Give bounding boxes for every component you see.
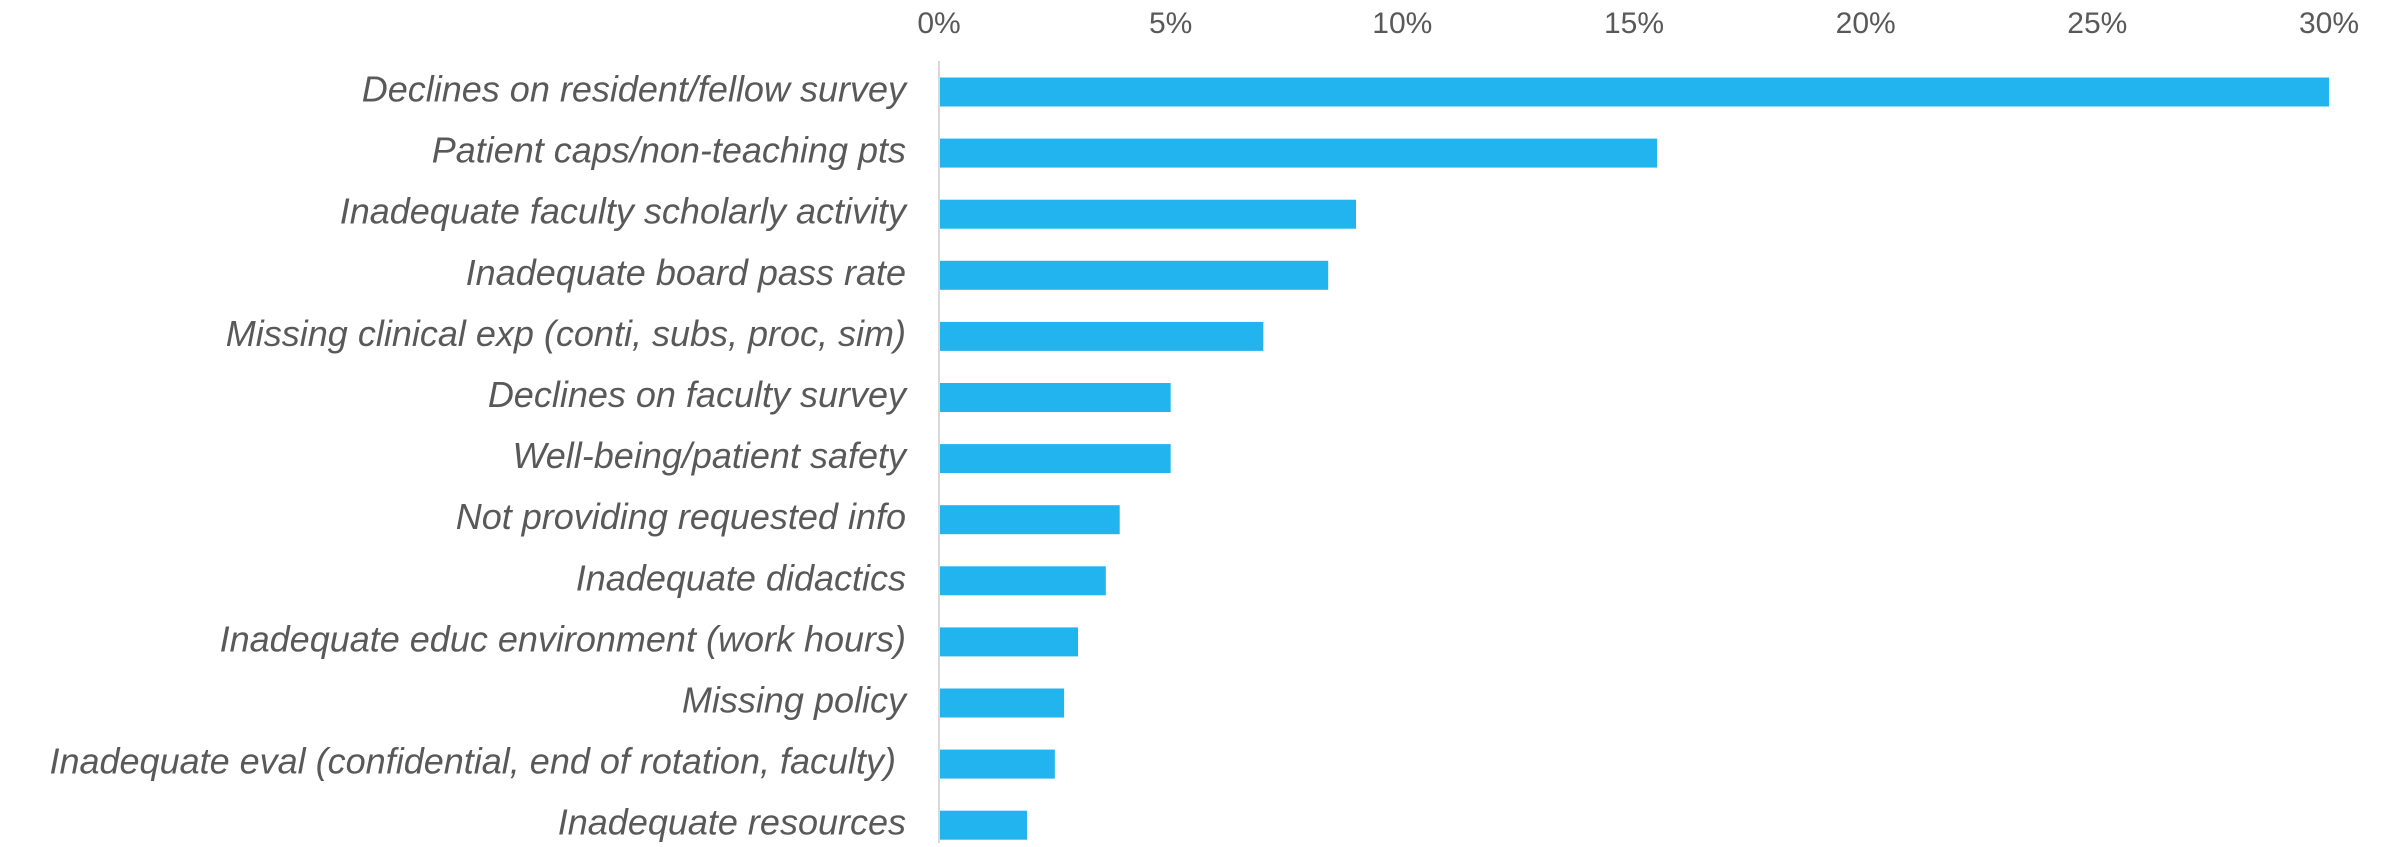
x-tick-label: 20% [1836, 7, 1896, 40]
category-labels: Declines on resident/fellow survey Patien… [49, 69, 908, 843]
category-label: Inadequate faculty scholarly activity [340, 191, 908, 232]
category-label: Well-being/patient safety [512, 435, 908, 476]
category-label: Declines on resident/fellow survey [362, 69, 908, 110]
x-tick-label: 10% [1372, 7, 1432, 40]
bar [940, 749, 1055, 779]
bar [940, 505, 1120, 535]
category-label: Missing clinical exp (conti, subs, proc,… [226, 313, 906, 354]
bar [940, 260, 1329, 290]
bar [940, 627, 1078, 657]
category-label: Inadequate didactics [576, 557, 906, 598]
category-label: Inadequate board pass rate [466, 252, 906, 293]
bar [940, 77, 2329, 107]
bar [940, 138, 1658, 168]
x-axis-ticks: 0% 5% 10% 15% 20% 25% 30% [917, 7, 2359, 40]
x-tick-label: 30% [2299, 7, 2359, 40]
category-label: Missing policy [682, 680, 908, 721]
bar [940, 810, 1028, 840]
category-label: Declines on faculty survey [488, 374, 908, 415]
bar [940, 688, 1065, 718]
x-tick-label: 15% [1604, 7, 1664, 40]
bar [940, 383, 1171, 412]
bars [940, 77, 2329, 840]
x-tick-label: 0% [917, 7, 960, 40]
bar [940, 321, 1264, 351]
category-label: Inadequate eval (confidential, end of ro… [49, 741, 906, 782]
x-tick-label: 25% [2067, 7, 2127, 40]
category-label: Inadequate resources [558, 802, 906, 843]
x-tick-label: 5% [1149, 7, 1192, 40]
bar [940, 199, 1356, 229]
bar [940, 566, 1106, 596]
category-label: Inadequate educ environment (work hours) [220, 618, 906, 659]
category-label: Patient caps/non-teaching pts [432, 130, 906, 171]
category-label: Not providing requested info [456, 496, 906, 537]
bar [940, 444, 1171, 474]
